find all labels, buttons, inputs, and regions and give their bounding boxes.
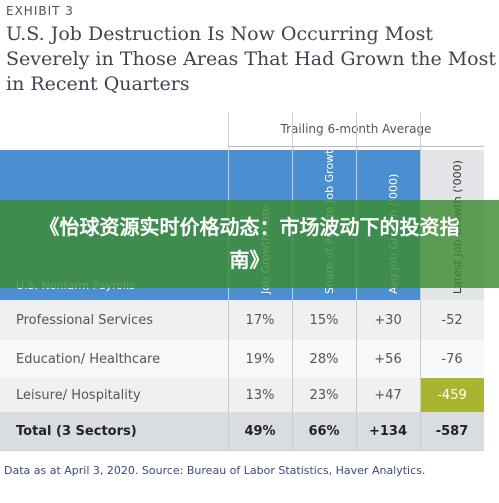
cell: +134 [368,423,408,439]
row-label: Leisure/ Hospitality [16,387,141,403]
cell: +30 [374,312,402,328]
row-label: Professional Services [16,312,154,328]
table-row: Professional Services 17% 15% +30 -52 [0,300,484,341]
banner-text: 《怡球资源实时价格动态：市场波动下的投资指南》 [39,215,460,272]
source-note: Data as at April 3, 2020. Source: Bureau… [4,464,426,477]
table-row: Leisure/ Hospitality 13% 23% +47 -459 [0,378,484,413]
cell: 28% [309,351,339,367]
cell: 49% [244,423,276,439]
exhibit-label: EXHIBIT 3 [6,4,74,18]
cell: -459 [420,378,484,412]
cell: 19% [245,351,275,367]
cell: 66% [308,423,340,439]
cell: +56 [374,351,402,367]
cell: +47 [374,387,402,403]
cell: -76 [441,351,463,367]
cell: 15% [309,312,339,328]
overlay-banner: 《怡球资源实时价格动态：市场波动下的投资指南》 [0,200,499,288]
table-row: Education/ Healthcare 19% 28% +56 -76 [0,340,484,379]
row-label: Total (3 Sectors) [16,423,137,439]
cell: 17% [245,312,275,328]
cell: -587 [435,423,469,439]
title: U.S. Job Destruction Is Now Occurring Mo… [6,23,497,95]
cell: 23% [309,387,339,403]
table-row: Total (3 Sectors) 49% 66% +134 -587 [0,412,484,451]
cell: -52 [441,312,463,328]
cell: 13% [245,387,275,403]
row-label: Education/ Healthcare [16,351,161,367]
